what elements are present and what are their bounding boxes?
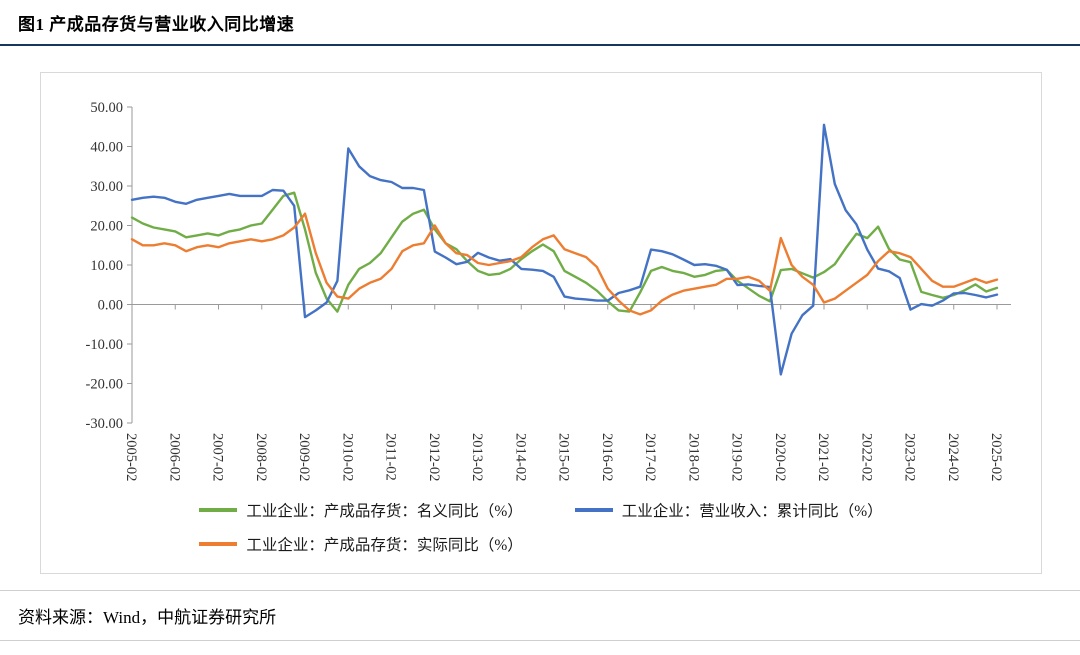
x-tick-label: 2021-02: [815, 433, 831, 481]
legend-item-revenue-cumulative: 工业企业：营业收入：累计同比（%）: [574, 499, 883, 521]
series-line-0: [130, 191, 999, 313]
series-line-2: [130, 212, 999, 316]
legend-item-inventory-nominal: 工业企业：产成品存货：名义同比（%）: [199, 499, 523, 521]
y-tick-label: -30.00: [86, 416, 123, 432]
x-tick-label: 2019-02: [729, 433, 745, 481]
x-tick-label: 2025-02: [988, 433, 1004, 481]
y-tick-label: 10.00: [90, 258, 123, 274]
source-text: 资料来源：Wind，中航证券研究所: [18, 608, 277, 627]
y-tick-label: -20.00: [86, 377, 123, 393]
x-tick-label: 2024-02: [945, 433, 961, 481]
legend-label-inventory-real: 工业企业：产成品存货：实际同比（%）: [246, 537, 523, 554]
x-tick-label: 2012-02: [426, 433, 442, 481]
x-tick-label: 2020-02: [772, 433, 788, 481]
x-tick-label: 2007-02: [210, 433, 226, 481]
title-divider: [0, 44, 1080, 46]
y-tick-label: 0.00: [98, 298, 123, 314]
chart-container: 50.00 40.00 30.00 20.00 10.00 0.00 -10.00 -20.0…: [40, 72, 1042, 574]
x-tick-label: 2006-02: [166, 433, 182, 481]
y-tick-label: 40.00: [90, 140, 123, 156]
x-tick-label: 2008-02: [253, 433, 269, 481]
x-tick-label: 2022-02: [858, 433, 874, 481]
series-line-1: [130, 123, 999, 376]
report-figure-page: 图1 产成品存货与营业收入同比增速 50.00 40.00 30.00 20.00 10…: [0, 0, 1080, 641]
x-tick-label: 2005-02: [123, 433, 139, 481]
x-tick-label: 2011-02: [383, 433, 399, 481]
x-tick-label: 2017-02: [642, 433, 658, 481]
y-tick-label: -10.00: [86, 337, 123, 353]
x-tick-label: 2016-02: [599, 433, 615, 481]
x-tick-label: 2014-02: [512, 433, 528, 481]
x-tick-label: 2023-02: [902, 433, 918, 481]
x-tick-label: 2018-02: [685, 433, 701, 481]
line-chart: 50.00 40.00 30.00 20.00 10.00 0.00 -10.00 -20.0…: [86, 100, 1011, 481]
chart-legend: 工业企业：产成品存货：名义同比（%） 工业企业：营业收入：累计同比（%） 工业企…: [47, 499, 1035, 555]
x-tick-label: 2009-02: [296, 433, 312, 481]
figure-title-row: 图1 产成品存货与营业收入同比增速: [0, 0, 1080, 44]
legend-line-blue: [574, 508, 613, 512]
x-tick-label: 2010-02: [339, 433, 355, 481]
legend-line-green: [199, 508, 238, 512]
legend-item-inventory-real: 工业企业：产成品存货：实际同比（%）: [199, 533, 523, 555]
source-footer: 资料来源：Wind，中航证券研究所: [0, 590, 1080, 641]
legend-line-orange: [199, 542, 238, 546]
y-tick-label: 50.00: [90, 100, 123, 116]
figure-title: 图1 产成品存货与营业收入同比增速: [18, 15, 295, 34]
y-tick-label: 20.00: [90, 219, 123, 235]
x-tick-label: 2013-02: [469, 433, 485, 481]
x-tick-label: 2015-02: [556, 433, 572, 481]
legend-label-inventory-nominal: 工业企业：产成品存货：名义同比（%）: [246, 503, 523, 520]
legend-label-revenue-cumulative: 工业企业：营业收入：累计同比（%）: [621, 503, 883, 520]
y-tick-label: 30.00: [90, 179, 123, 195]
